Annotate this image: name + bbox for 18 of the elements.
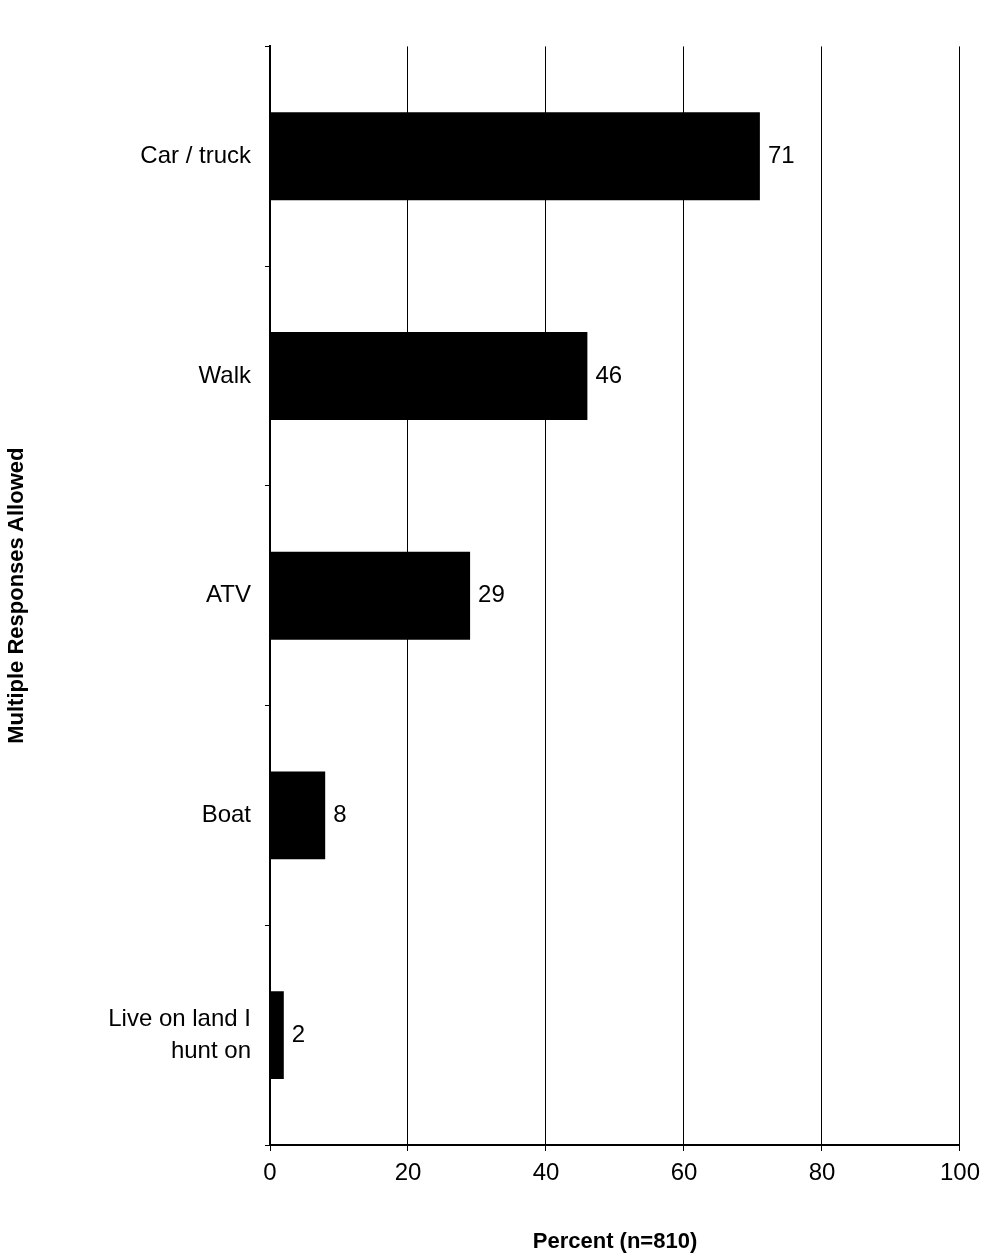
data-label: 29 [478,580,505,608]
data-label: 46 [595,360,623,388]
data-label: 8 [333,800,347,828]
y-tick-label: ATV [206,580,251,608]
y-tick-label: Car / truck [140,140,252,168]
x-tick-label: 60 [670,1158,698,1186]
data-label: 71 [767,140,795,168]
data-label: 2 [291,1019,306,1047]
x-tick-label: 0 [263,1158,277,1186]
x-tick-label: 40 [532,1158,560,1186]
x-tick-label: 20 [394,1158,422,1186]
x-tick-label: 80 [808,1158,836,1186]
x-axis-title: Percent (n=810) [532,1227,698,1253]
y-tick-label: Live on land I hunt on [108,1003,251,1063]
y-tick-label: Walk [198,360,252,388]
y-axis-title: Multiple Responses Allowed [3,447,29,744]
y-tick-label: Boat [201,800,252,828]
x-tick-label: 100 [939,1158,980,1186]
